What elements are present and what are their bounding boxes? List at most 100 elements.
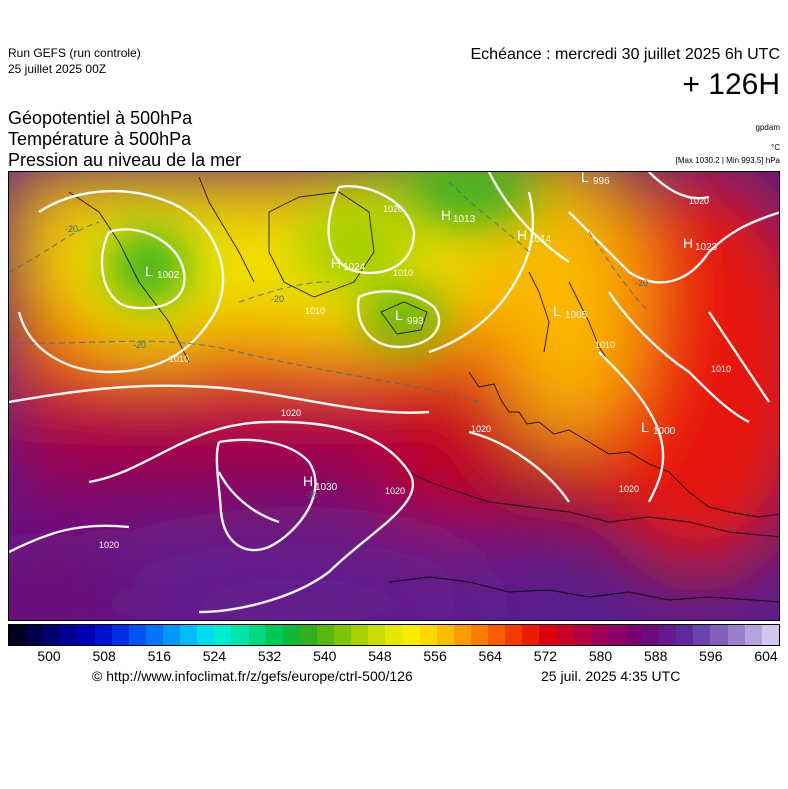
pressure-center-marker: L — [145, 263, 153, 279]
color-scale-cell — [9, 625, 27, 645]
isobar-label: 1010 — [393, 268, 413, 278]
color-scale-tick-label: 564 — [478, 648, 502, 664]
color-scale-cell — [659, 625, 677, 645]
isobar-label: 1020 — [385, 486, 405, 496]
isotherm-label: -20 — [271, 294, 284, 304]
pressure-center-value: 1030 — [315, 482, 338, 493]
pressure-center-marker: H — [683, 235, 693, 251]
isobar-label: 1010 — [711, 364, 731, 374]
color-scale-tick-label: 572 — [533, 648, 558, 664]
color-scale — [8, 624, 780, 646]
color-scale-tick-label: 556 — [423, 648, 447, 664]
color-scale-tick-label: 524 — [202, 648, 227, 664]
pressure-center-value: 1024 — [343, 262, 366, 273]
pressure-center-marker: H — [441, 207, 451, 223]
color-scale-cell — [111, 625, 129, 645]
isobar-label: 1020 — [383, 204, 403, 214]
pressure-center-marker: H — [303, 473, 313, 489]
pressure-center-value: 996 — [593, 176, 610, 187]
color-scale-cell — [334, 625, 352, 645]
color-scale-tick-label: 540 — [313, 648, 337, 664]
color-scale-cell — [522, 625, 540, 645]
pressure-center-value: 1023 — [695, 242, 718, 253]
color-scale-cell — [282, 625, 300, 645]
color-scale-cell — [539, 625, 557, 645]
color-scale-tick-label: 532 — [257, 648, 282, 664]
pressure-center-marker: L — [395, 307, 403, 323]
isobar-label: 1010 — [305, 306, 325, 316]
isobar-label: 1020 — [99, 540, 119, 550]
isotherm-label: -20 — [133, 340, 146, 350]
color-scale-cell — [590, 625, 608, 645]
color-scale-tick-label: 508 — [92, 648, 116, 664]
color-scale-tick-label: 500 — [37, 648, 61, 664]
color-scale-cell — [453, 625, 471, 645]
isobar-label: 1020 — [689, 196, 709, 206]
color-scale-tick-label: 604 — [754, 648, 778, 664]
field-title-temperature: Température à 500hPa — [8, 129, 192, 149]
isobar-label: 1020 — [471, 424, 491, 434]
unit-geopotential: gpdam — [755, 123, 780, 132]
pressure-center-value: 1002 — [157, 270, 180, 281]
color-scale-cell — [248, 625, 266, 645]
color-scale-cell — [744, 625, 762, 645]
weather-map: H 1013 H 1014 H 1023 L 1002 H 1024 L 993… — [8, 171, 780, 621]
isotherm-label: -20 — [65, 224, 78, 234]
field-title-geopotential: Géopotentiel à 500hPa — [8, 108, 193, 128]
run-date: 25 juillet 2025 00Z — [8, 62, 107, 76]
color-scale-cell — [436, 625, 454, 645]
isobar-label: 1010 — [169, 354, 189, 364]
color-scale-cell — [26, 625, 44, 645]
color-scale-cell — [43, 625, 61, 645]
source-credit: © http://www.infoclimat.fr/z/gefs/europe… — [92, 668, 413, 684]
pressure-center-marker: H — [517, 227, 527, 243]
color-scale-cell — [60, 625, 78, 645]
color-scale-cell — [231, 625, 249, 645]
pressure-center-value: 1000 — [653, 426, 676, 437]
color-scale-tick-label: 596 — [699, 648, 723, 664]
color-scale-cell — [573, 625, 591, 645]
pressure-range: [Max 1030.2 | Min 993.5] hPa — [675, 156, 780, 165]
color-scale-cell — [624, 625, 643, 645]
color-scale-cell — [710, 625, 728, 645]
pressure-center-marker: L — [581, 172, 589, 185]
pressure-center-value: 1013 — [453, 214, 476, 225]
color-scale-cell — [368, 625, 386, 645]
color-scale-cell — [470, 625, 489, 645]
color-scale-cell — [727, 625, 745, 645]
isobar-label: 1020 — [619, 484, 639, 494]
pressure-center-value: 1005 — [565, 310, 588, 321]
color-scale-tick-label: 588 — [644, 648, 668, 664]
color-scale-cell — [351, 625, 369, 645]
color-scale-cell — [316, 625, 335, 645]
color-scale-cell — [761, 625, 779, 645]
color-scale-cell — [128, 625, 146, 645]
color-scale-cell — [94, 625, 112, 645]
unit-temperature: °C — [771, 143, 780, 152]
pressure-center-value: 1014 — [529, 234, 552, 245]
map-canvas: H 1013 H 1014 H 1023 L 1002 H 1024 L 993… — [9, 172, 779, 620]
isotherm-label: -20 — [635, 278, 648, 288]
isobar-label: 1020 — [281, 408, 301, 418]
color-scale-cell — [488, 625, 506, 645]
forecast-valid-time: Echéance : mercredi 30 juillet 2025 6h U… — [470, 46, 781, 63]
color-scale-cell — [419, 625, 437, 645]
color-scale-cell — [145, 625, 163, 645]
color-scale-ticks: 500 508 516 524 532 540 548 556 564 572 580 588 596 6… — [0, 648, 788, 666]
pressure-center-marker: L — [641, 419, 649, 435]
color-scale-tick-label: 516 — [147, 648, 171, 664]
color-scale-cell — [676, 625, 694, 645]
color-scale-cell — [642, 625, 660, 645]
isobar-label: 1010 — [595, 340, 615, 350]
color-scale-cell — [265, 625, 283, 645]
color-scale-cell — [556, 625, 574, 645]
color-scale-cell — [214, 625, 232, 645]
color-scale-cell — [385, 625, 403, 645]
pressure-center-value: 993 — [407, 316, 424, 327]
color-scale-cell — [505, 625, 523, 645]
color-scale-cell — [197, 625, 215, 645]
lead-time: + 126H — [682, 68, 780, 101]
pressure-center-marker: H — [331, 255, 341, 271]
isotherm-label: -20 — [305, 490, 318, 500]
color-scale-cell — [607, 625, 625, 645]
